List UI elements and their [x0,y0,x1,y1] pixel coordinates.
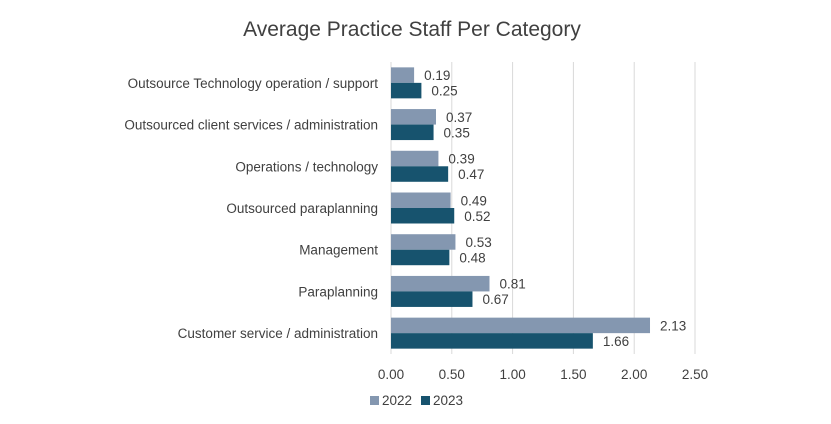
data-label: 0.47 [458,167,484,182]
bar-2023 [391,166,449,182]
legend-swatch-2022 [370,396,379,405]
data-label: 0.67 [482,292,508,307]
data-label: 0.52 [464,209,490,224]
data-label: 0.39 [448,152,474,167]
data-label: 2.13 [660,318,686,333]
bar-2023 [391,249,450,266]
bar-2023 [391,291,473,307]
legend-swatch-2023 [421,396,430,405]
bar-2022 [391,275,490,292]
data-label: 0.81 [499,277,525,292]
x-axis-ticks: 0.00 0.50 1.00 1.50 2.00 2.50 [378,367,708,382]
bar-2022 [391,317,651,334]
data-label: 0.35 [444,125,470,140]
bar-2023 [391,208,455,224]
x-tick-label: 1.00 [499,367,525,382]
bar-2023 [391,82,422,99]
bars [391,67,651,349]
legend-label: 2023 [433,393,463,408]
legend: 2022 2023 [370,393,463,408]
category-label: Paraplanning [298,284,378,299]
category-label: Management [299,243,378,258]
category-label: Outsource Technology operation / support [128,76,379,91]
x-tick-label: 0.50 [439,367,465,382]
category-labels: Outsource Technology operation / support… [124,76,378,341]
category-label: Outsourced client services / administrat… [124,118,378,133]
data-label: 0.49 [461,193,487,208]
x-tick-label: 1.50 [560,367,586,382]
data-label: 1.66 [603,334,629,349]
bar-2022 [391,192,451,208]
data-label: 0.48 [459,250,485,265]
x-tick-label: 0.00 [378,367,404,382]
category-label: Outsourced paraplanning [226,201,378,216]
legend-label: 2022 [382,393,412,408]
data-label: 0.25 [431,84,457,99]
bar-2023 [391,124,434,141]
x-tick-label: 2.50 [682,367,708,382]
category-label: Operations / technology [235,159,378,174]
chart-title: Average Practice Staff Per Category [243,18,581,41]
data-label: 0.53 [465,235,491,250]
bar-2022 [391,234,456,250]
bar-2022 [391,67,415,83]
data-labels: 0.190.25 0.370.35 0.390.47 0.490.52 0.530.48… [424,68,686,349]
bar-2022 [391,150,439,167]
bar-2023 [391,333,593,349]
category-label: Customer service / administration [178,326,378,341]
data-label: 0.19 [424,68,450,83]
data-label: 0.37 [446,110,472,125]
bar-2022 [391,109,436,125]
x-tick-label: 2.00 [621,367,647,382]
